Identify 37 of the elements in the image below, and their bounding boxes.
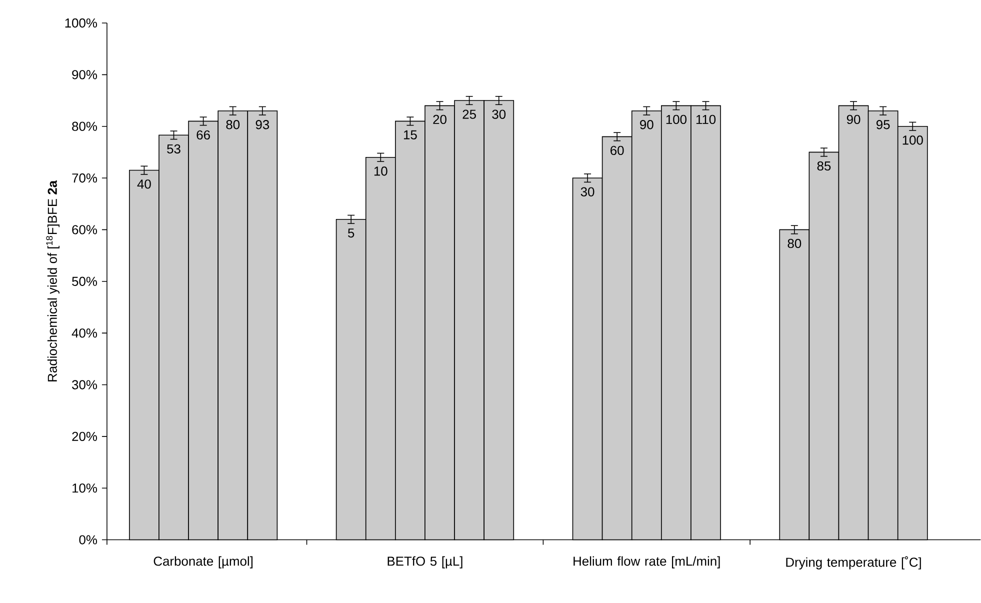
y-tick-label: 70%: [72, 174, 97, 183]
x-tick-label: 25: [462, 110, 476, 119]
y-tick-label: 50%: [72, 276, 97, 286]
y-tick-label: 40%: [72, 328, 97, 338]
x-tick-label: 110: [696, 114, 716, 124]
text: Carbonate [µmol]: [154, 556, 253, 568]
x-tick-label: 60: [610, 146, 624, 156]
x-tick-label: 30: [580, 187, 594, 197]
x-tick-label: 90: [846, 114, 860, 124]
y-tick-label: 20%: [72, 432, 97, 442]
text: Helium flow rate [mL/min]: [574, 556, 720, 568]
y-tick-label: 0%: [79, 535, 97, 544]
x-tick-label: 53: [167, 144, 180, 154]
text: Drying temperature [˚C]: [786, 556, 921, 570]
x-tick-label: 80: [226, 120, 240, 130]
x-tick-label: 93: [256, 120, 270, 130]
x-tick-label: 90: [640, 120, 654, 130]
y-tick-label: 30%: [72, 380, 97, 390]
y-axis-title: Radiochemical yield of [$^{18}$F]BFE 2a: [46, 180, 60, 382]
x-tick-label: 80: [788, 239, 802, 248]
x-tick-label: 20: [433, 114, 446, 124]
x-tick-label: 66: [196, 130, 210, 140]
x-tick-label: 30: [492, 110, 506, 119]
y-tick-label: 100%: [65, 18, 97, 28]
x-tick-label: 10: [374, 166, 388, 176]
x-tick-label: 15: [404, 130, 417, 140]
x-tick-label: 85: [817, 162, 831, 171]
x-tick-label: 100: [666, 114, 686, 124]
y-tick-label: 60%: [72, 225, 97, 234]
text: BETfO 5 [µL]: [388, 556, 462, 568]
y-tick-label: 80%: [72, 122, 97, 132]
x-tick-label: 40: [137, 180, 151, 189]
x-tick-label: 95: [876, 120, 890, 130]
y-tick-label: 90%: [72, 70, 97, 80]
x-tick-label: 5: [348, 228, 354, 238]
x-tick-label: 100: [902, 136, 923, 145]
y-tick-label: 10%: [72, 484, 97, 493]
